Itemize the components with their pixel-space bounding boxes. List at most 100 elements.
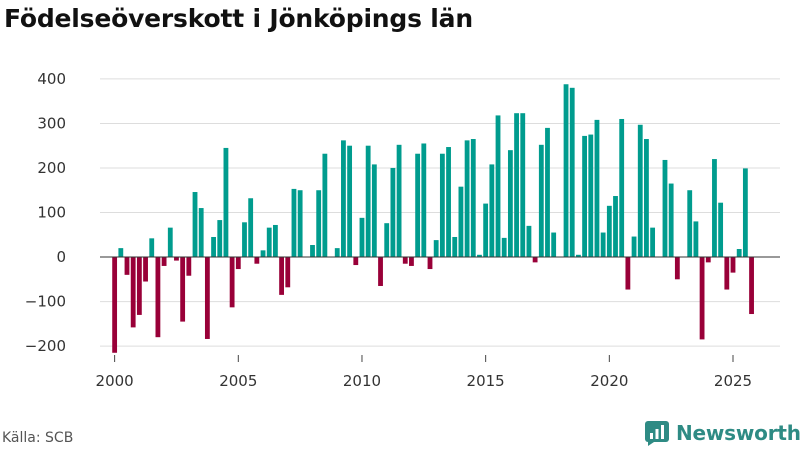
bar (501, 237, 507, 258)
y-tick-label: 0 (56, 248, 66, 266)
bar (674, 257, 680, 280)
bar (272, 224, 278, 258)
bar (204, 257, 210, 339)
bar (198, 208, 204, 258)
x-tick-label: 2005 (219, 372, 257, 390)
bar (730, 257, 736, 273)
bar (551, 232, 557, 258)
bar (483, 203, 489, 258)
bar (532, 257, 538, 263)
bar (625, 257, 631, 290)
bar (371, 164, 377, 258)
bar (297, 190, 303, 258)
bar (310, 245, 315, 258)
bar (514, 113, 519, 258)
bar (291, 188, 297, 258)
bar (650, 227, 656, 258)
y-tick-label: 400 (37, 70, 66, 88)
bar (569, 87, 575, 258)
bar (520, 113, 526, 258)
brand-name: Newsworthy (676, 421, 800, 445)
bar (687, 190, 693, 258)
bar (124, 257, 130, 275)
bar (588, 134, 594, 258)
bar (538, 144, 544, 258)
bar (415, 153, 421, 258)
bar (705, 257, 711, 263)
bar (242, 222, 247, 258)
bar (699, 257, 705, 340)
bar (619, 118, 625, 258)
bar (576, 254, 581, 258)
newsworthy-logo-icon (645, 421, 669, 446)
bar (594, 119, 600, 258)
bar (322, 153, 328, 258)
bar (470, 139, 476, 258)
bar (464, 140, 470, 258)
bar (167, 227, 173, 258)
bar (427, 257, 433, 270)
source-label: Källa: SCB (2, 430, 74, 446)
bar (402, 257, 408, 264)
bar (229, 257, 235, 308)
bar (118, 248, 124, 258)
bar (347, 145, 353, 258)
bar (285, 257, 291, 288)
bar (613, 196, 618, 258)
bar (507, 150, 513, 258)
bar (353, 257, 359, 266)
bar (143, 257, 148, 282)
bar (390, 167, 396, 258)
bar (130, 257, 136, 328)
x-tick-label: 2025 (714, 372, 752, 390)
bar (421, 143, 427, 258)
bar (334, 248, 340, 258)
bar (742, 168, 748, 258)
bar (433, 240, 439, 258)
x-tick-label: 2010 (343, 372, 381, 390)
bar (749, 257, 754, 315)
x-tick-label: 2015 (467, 372, 505, 390)
bar (712, 159, 717, 258)
bar (724, 257, 730, 290)
bar (452, 236, 458, 258)
bar (260, 250, 266, 258)
bar (736, 249, 742, 258)
bar (631, 236, 637, 258)
bar (446, 147, 451, 258)
bar (155, 257, 161, 338)
bar (180, 257, 186, 322)
bar (693, 221, 699, 258)
bar (458, 186, 464, 258)
bar (254, 257, 260, 264)
bar (223, 147, 229, 258)
bar (582, 135, 587, 258)
bar (545, 127, 550, 258)
bar (266, 227, 272, 258)
bar (644, 139, 649, 258)
bar (316, 190, 322, 258)
y-axis: −200 −100 0 100 200 300 400 (25, 70, 66, 355)
bar (495, 115, 501, 258)
bar (396, 144, 402, 258)
bar (149, 238, 155, 258)
bar (136, 257, 142, 315)
bar (341, 140, 346, 258)
y-tick-label: −100 (25, 293, 66, 311)
y-tick-label: −200 (25, 337, 66, 355)
bars (112, 84, 754, 353)
bar (600, 232, 606, 258)
bar (439, 153, 445, 258)
bar (235, 257, 241, 270)
bar (409, 257, 414, 266)
bar (112, 257, 118, 353)
bar (637, 124, 643, 258)
bar (365, 145, 371, 258)
x-tick-label: 2000 (96, 372, 134, 390)
bar (526, 225, 532, 258)
bar (668, 183, 674, 258)
bar (174, 257, 179, 261)
bar (718, 202, 724, 258)
bar (279, 257, 284, 295)
